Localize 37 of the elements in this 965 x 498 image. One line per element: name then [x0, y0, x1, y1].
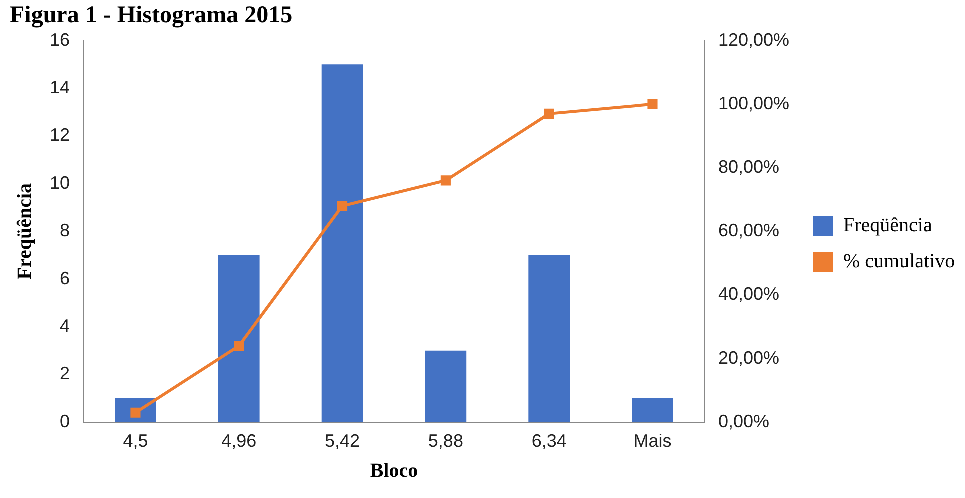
y2-tick-label: 40,00% [718, 284, 780, 304]
x-tick-label: 6,34 [532, 431, 567, 452]
point [544, 108, 554, 119]
point [234, 341, 244, 352]
y2-tick-label: 80,00% [718, 156, 780, 177]
bar [632, 398, 674, 422]
x-tick-label: 4,96 [222, 431, 257, 452]
bar [322, 64, 364, 422]
x-axis-title: Bloco [370, 460, 418, 482]
bar [218, 255, 260, 422]
y-tick-label: 4 [60, 316, 70, 336]
point [337, 201, 348, 212]
bar [425, 350, 467, 422]
y-tick-label: 16 [50, 30, 70, 50]
y-tick-label: 10 [50, 172, 70, 193]
point [440, 176, 451, 186]
x-tick-label: 5,88 [428, 431, 464, 452]
y2-tick-label: 60,00% [718, 220, 780, 241]
x-tick-label: 5,42 [325, 431, 360, 452]
x-tick-label: Mais [634, 431, 672, 452]
y2-tick-label: 120,00% [718, 30, 790, 50]
y-tick-label: 6 [60, 268, 70, 288]
y-tick-label: 12 [50, 125, 70, 146]
legend-label: Freqüência [844, 214, 932, 236]
point [648, 99, 658, 110]
y2-tick-label: 20,00% [718, 348, 780, 368]
x-tick-label: 4,5 [123, 431, 148, 452]
y-axis-title: Freqüência [14, 183, 36, 280]
y-tick-label: 0 [60, 411, 70, 432]
y2-tick-label: 0,00% [718, 411, 770, 432]
y2-tick-label: 100,00% [718, 93, 790, 114]
chart-title: Figura 1 - Histograma 2015 [10, 2, 293, 29]
legend-label: % cumulativo [844, 250, 956, 272]
y-tick-label: 2 [60, 364, 70, 384]
bar [528, 255, 570, 422]
y-tick-label: 8 [60, 220, 70, 241]
y-tick-label: 14 [50, 77, 70, 98]
